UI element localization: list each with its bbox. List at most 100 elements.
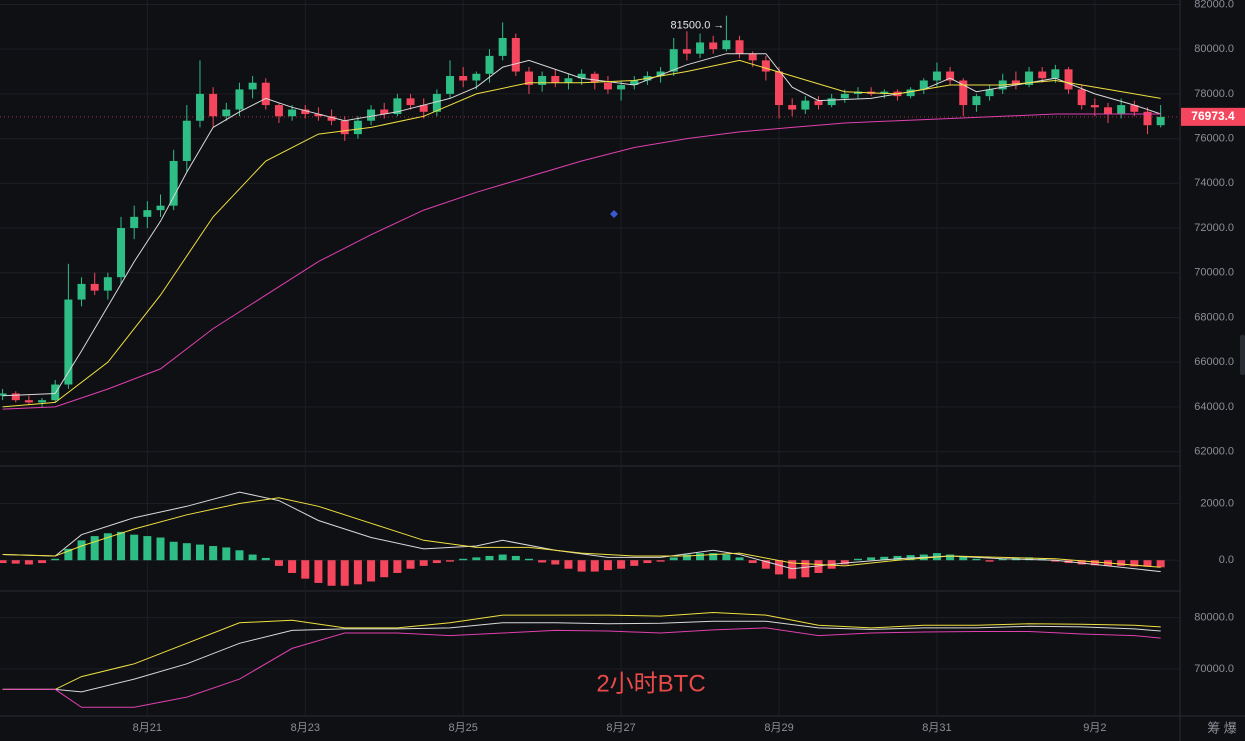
macd-bar <box>564 560 573 569</box>
indicator-line <box>2 53 1161 397</box>
candle-body <box>853 91 862 94</box>
high-annotation: 81500.0 → <box>671 20 725 32</box>
macd-bar <box>761 560 770 569</box>
macd-bar <box>1143 560 1152 567</box>
last-price-label: 76973.4 <box>1191 109 1235 123</box>
macd-bar <box>893 555 902 561</box>
macd-bar <box>367 560 376 582</box>
candle-body <box>1143 111 1152 126</box>
macd-bar <box>511 555 520 561</box>
macd-bar <box>446 560 455 562</box>
y-tick-label: 80000.0 <box>1194 43 1234 55</box>
candle-body <box>682 49 691 54</box>
candle-body <box>248 82 257 90</box>
candle-body <box>1051 69 1060 79</box>
candle-body <box>880 91 889 94</box>
candle-body <box>380 109 389 115</box>
candle-body <box>630 80 639 85</box>
macd-bar <box>235 550 244 561</box>
y-tick-label: 66000.0 <box>1194 356 1234 368</box>
candle-body <box>459 76 468 81</box>
candle-body <box>814 100 823 106</box>
candle-body <box>590 73 599 83</box>
candle-body <box>1117 105 1126 115</box>
macd-bar <box>11 560 20 564</box>
indicator-line <box>2 627 1161 708</box>
candle-body <box>472 73 481 81</box>
macd-bar <box>169 541 178 561</box>
candle-body <box>603 82 612 90</box>
macd-bar <box>274 560 283 566</box>
macd-bar <box>524 558 533 561</box>
y-tick-label: 2000.0 <box>1200 497 1234 509</box>
macd-bar <box>90 536 99 561</box>
macd-bar <box>314 560 323 583</box>
candle-body <box>801 100 810 110</box>
macd-bar <box>24 560 33 565</box>
candle-body <box>103 277 112 291</box>
macd-bar <box>353 560 362 585</box>
candle-body <box>524 71 533 85</box>
candle-body <box>1104 107 1113 115</box>
candle-body <box>827 98 836 106</box>
candle-body <box>64 299 73 385</box>
candle-body <box>406 98 415 106</box>
macd-bar <box>656 560 665 562</box>
candle-body <box>972 96 981 106</box>
candle-body <box>748 53 757 61</box>
candle-body <box>51 384 60 401</box>
candle-body <box>353 120 362 135</box>
candle-body <box>446 76 455 94</box>
macd-bar <box>814 560 823 573</box>
candle-body <box>735 40 744 54</box>
macd-bar <box>959 555 968 561</box>
candle-body <box>130 216 139 229</box>
x-tick-label: 8月25 <box>449 722 478 734</box>
candle-body <box>288 109 297 117</box>
scrollbar[interactable] <box>1240 335 1245 375</box>
candle-body <box>1077 89 1086 106</box>
y-tick-label: 72000.0 <box>1194 222 1234 234</box>
candle-body <box>432 93 441 112</box>
macd-bar <box>380 560 389 578</box>
indicator-line <box>2 497 1161 568</box>
candle-body <box>182 120 191 161</box>
macd-bar <box>64 548 73 561</box>
macd-bar <box>459 558 468 561</box>
indicator-line <box>2 113 1161 410</box>
macd-bar <box>617 560 626 569</box>
candle-body <box>919 80 928 90</box>
macd-bar <box>248 554 257 561</box>
candle-body <box>946 71 955 81</box>
candle-body <box>498 38 507 56</box>
macd-bar <box>1130 560 1139 567</box>
indicator-line <box>2 59 1161 408</box>
macd-bar <box>1117 560 1126 566</box>
y-tick-label: 82000.0 <box>1194 0 1234 10</box>
macd-bar <box>485 555 494 561</box>
macd-bar <box>0 560 7 564</box>
candle-body <box>840 93 849 99</box>
candle-body <box>538 76 547 85</box>
macd-bar <box>130 534 139 561</box>
x-tick-label: 8月23 <box>291 722 320 734</box>
macd-bar <box>735 557 744 561</box>
y-tick-label: 80000.0 <box>1194 612 1234 624</box>
y-tick-label: 62000.0 <box>1194 445 1234 457</box>
candle-body <box>959 80 968 106</box>
candle-body <box>788 105 797 110</box>
candle-body <box>314 114 323 117</box>
macd-bar <box>1090 560 1099 566</box>
macd-bar <box>630 560 639 566</box>
candle-body <box>209 93 218 117</box>
macd-bar <box>143 536 152 561</box>
footer-icons[interactable]: 筹 爆 <box>1207 720 1237 735</box>
macd-bar <box>117 531 126 561</box>
macd-bar <box>195 544 204 561</box>
candle-body <box>90 283 99 291</box>
macd-bar <box>472 557 481 561</box>
macd-bar <box>538 560 547 563</box>
candle-body <box>511 38 520 72</box>
macd-bar <box>801 560 810 578</box>
